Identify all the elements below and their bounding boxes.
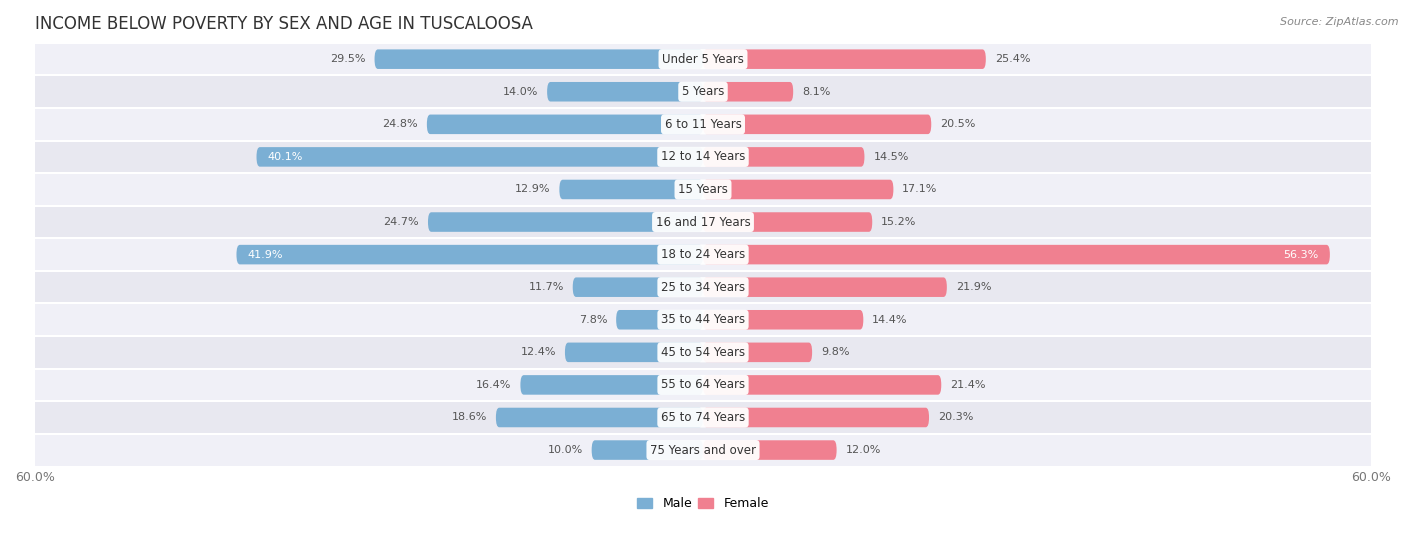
FancyBboxPatch shape bbox=[703, 408, 929, 427]
Text: 25 to 34 Years: 25 to 34 Years bbox=[661, 281, 745, 293]
Text: 18 to 24 Years: 18 to 24 Years bbox=[661, 248, 745, 261]
Text: 20.5%: 20.5% bbox=[941, 119, 976, 129]
FancyBboxPatch shape bbox=[616, 310, 703, 330]
FancyBboxPatch shape bbox=[427, 115, 703, 134]
Text: 8.1%: 8.1% bbox=[801, 87, 831, 97]
Legend: Male, Female: Male, Female bbox=[633, 492, 773, 515]
FancyBboxPatch shape bbox=[703, 115, 931, 134]
FancyBboxPatch shape bbox=[520, 375, 703, 395]
Text: 14.5%: 14.5% bbox=[873, 152, 908, 162]
FancyBboxPatch shape bbox=[703, 82, 793, 102]
Text: 12.0%: 12.0% bbox=[845, 445, 882, 455]
Text: 25.4%: 25.4% bbox=[994, 54, 1031, 64]
Text: 10.0%: 10.0% bbox=[547, 445, 582, 455]
Text: 21.4%: 21.4% bbox=[950, 380, 986, 390]
Text: 14.0%: 14.0% bbox=[503, 87, 538, 97]
Text: 24.7%: 24.7% bbox=[384, 217, 419, 227]
Bar bbox=[35, 108, 1371, 141]
Bar bbox=[35, 206, 1371, 238]
Text: 5 Years: 5 Years bbox=[682, 86, 724, 98]
FancyBboxPatch shape bbox=[703, 179, 893, 199]
Bar bbox=[35, 368, 1371, 401]
Text: 41.9%: 41.9% bbox=[247, 250, 283, 259]
Text: 18.6%: 18.6% bbox=[451, 413, 486, 423]
Text: 15 Years: 15 Years bbox=[678, 183, 728, 196]
Text: 35 to 44 Years: 35 to 44 Years bbox=[661, 313, 745, 326]
Text: 21.9%: 21.9% bbox=[956, 282, 991, 292]
Bar bbox=[35, 238, 1371, 271]
Bar bbox=[35, 75, 1371, 108]
Text: 17.1%: 17.1% bbox=[903, 184, 938, 195]
Bar bbox=[35, 173, 1371, 206]
Text: 15.2%: 15.2% bbox=[882, 217, 917, 227]
Bar bbox=[35, 401, 1371, 434]
Text: 29.5%: 29.5% bbox=[330, 54, 366, 64]
Text: 65 to 74 Years: 65 to 74 Years bbox=[661, 411, 745, 424]
Text: INCOME BELOW POVERTY BY SEX AND AGE IN TUSCALOOSA: INCOME BELOW POVERTY BY SEX AND AGE IN T… bbox=[35, 15, 533, 33]
Text: 75 Years and over: 75 Years and over bbox=[650, 443, 756, 457]
Bar bbox=[35, 43, 1371, 75]
Text: 6 to 11 Years: 6 to 11 Years bbox=[665, 118, 741, 131]
FancyBboxPatch shape bbox=[256, 147, 703, 167]
Text: 55 to 64 Years: 55 to 64 Years bbox=[661, 378, 745, 391]
FancyBboxPatch shape bbox=[427, 212, 703, 232]
Text: 9.8%: 9.8% bbox=[821, 347, 849, 357]
FancyBboxPatch shape bbox=[703, 440, 837, 460]
Bar bbox=[35, 434, 1371, 466]
FancyBboxPatch shape bbox=[592, 440, 703, 460]
Text: 45 to 54 Years: 45 to 54 Years bbox=[661, 346, 745, 359]
FancyBboxPatch shape bbox=[496, 408, 703, 427]
FancyBboxPatch shape bbox=[703, 212, 872, 232]
FancyBboxPatch shape bbox=[703, 310, 863, 330]
Text: 24.8%: 24.8% bbox=[382, 119, 418, 129]
Text: 16 and 17 Years: 16 and 17 Years bbox=[655, 216, 751, 229]
FancyBboxPatch shape bbox=[703, 147, 865, 167]
Bar bbox=[35, 336, 1371, 368]
Bar bbox=[35, 271, 1371, 304]
Bar bbox=[35, 304, 1371, 336]
Text: 14.4%: 14.4% bbox=[872, 315, 908, 325]
Text: 7.8%: 7.8% bbox=[579, 315, 607, 325]
Bar bbox=[35, 141, 1371, 173]
FancyBboxPatch shape bbox=[703, 245, 1330, 264]
FancyBboxPatch shape bbox=[703, 375, 941, 395]
FancyBboxPatch shape bbox=[565, 343, 703, 362]
Text: Source: ZipAtlas.com: Source: ZipAtlas.com bbox=[1281, 17, 1399, 27]
FancyBboxPatch shape bbox=[703, 277, 946, 297]
FancyBboxPatch shape bbox=[236, 245, 703, 264]
Text: 20.3%: 20.3% bbox=[938, 413, 973, 423]
FancyBboxPatch shape bbox=[374, 49, 703, 69]
Text: 56.3%: 56.3% bbox=[1284, 250, 1319, 259]
Text: 12 to 14 Years: 12 to 14 Years bbox=[661, 150, 745, 163]
FancyBboxPatch shape bbox=[560, 179, 703, 199]
Text: 12.4%: 12.4% bbox=[520, 347, 555, 357]
FancyBboxPatch shape bbox=[703, 343, 813, 362]
FancyBboxPatch shape bbox=[547, 82, 703, 102]
Text: 12.9%: 12.9% bbox=[515, 184, 551, 195]
FancyBboxPatch shape bbox=[703, 49, 986, 69]
FancyBboxPatch shape bbox=[572, 277, 703, 297]
Text: 11.7%: 11.7% bbox=[529, 282, 564, 292]
Text: 40.1%: 40.1% bbox=[267, 152, 304, 162]
Text: 16.4%: 16.4% bbox=[477, 380, 512, 390]
Text: Under 5 Years: Under 5 Years bbox=[662, 53, 744, 65]
